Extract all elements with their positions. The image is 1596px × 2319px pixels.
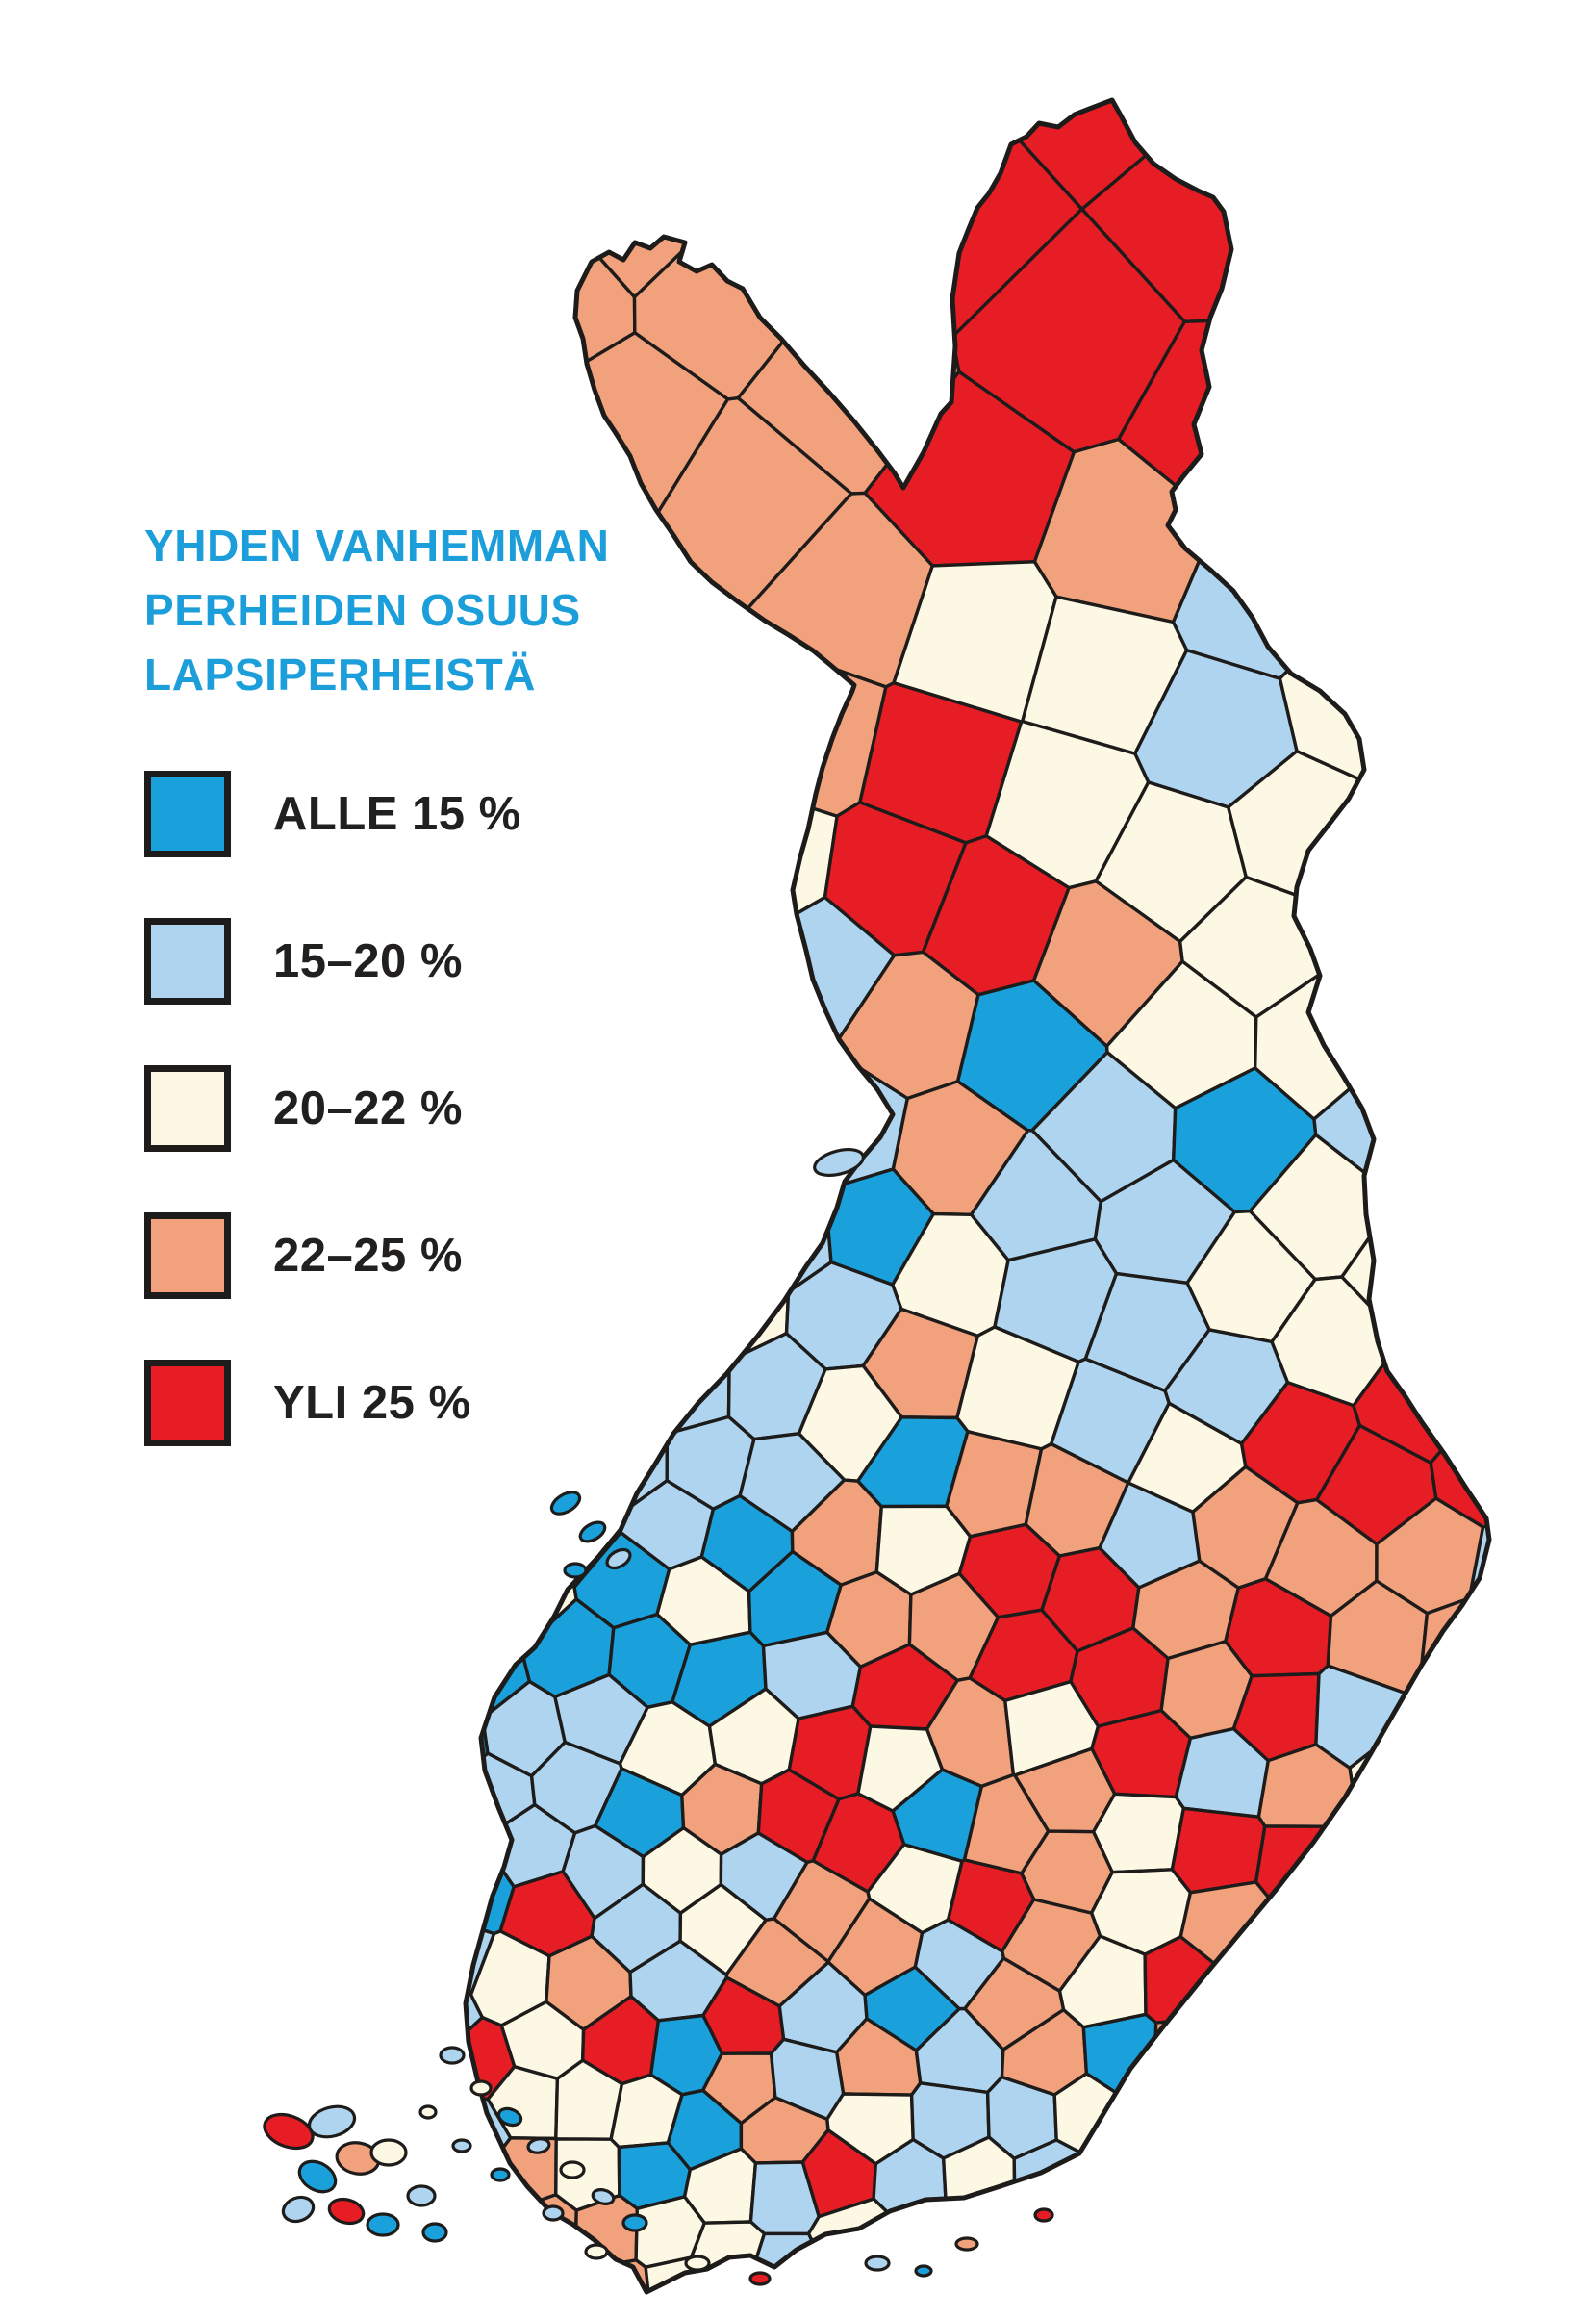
legend-swatch-red (144, 1360, 231, 1446)
municipality-cell (1117, 307, 1489, 522)
island-cell (366, 2212, 400, 2237)
island-cell (496, 2106, 523, 2128)
municipality-cell (903, 2196, 1058, 2292)
island-cell (418, 2104, 438, 2120)
island-cell (578, 1520, 607, 1543)
map-title-line: PERHEIDEN OSUUS (144, 585, 581, 635)
map-title-line: YHDEN VANHEMMAN (144, 521, 610, 571)
municipality-cell (466, 100, 637, 535)
municipality-cell (1254, 1824, 1430, 1989)
legend-item: YLI 25 % (144, 1360, 521, 1446)
legend-label: ALLE 15 % (273, 788, 521, 840)
legend-label: 15–20 % (273, 935, 463, 987)
municipality-cell (806, 2197, 913, 2292)
island-cell (369, 2138, 408, 2167)
legend-swatch-cream (144, 1065, 231, 1152)
island-cell (591, 2188, 616, 2205)
municipality-cell (579, 1154, 791, 1363)
map-title-line: LAPSIPERHEISTÄ (144, 650, 537, 700)
island-cell (297, 2159, 338, 2194)
island-cell (451, 2138, 472, 2153)
island-cell (914, 2264, 933, 2278)
island-cell (281, 2195, 316, 2224)
municipality-cell (1171, 466, 1476, 680)
municipality-cell (1429, 1319, 1489, 1529)
island-cell (813, 1147, 865, 1178)
municipality-cell (466, 1656, 490, 1840)
island-cell (406, 2184, 437, 2207)
island-cell (490, 2167, 511, 2182)
municipality-cell (1312, 935, 1489, 1200)
municipality-cell (1340, 1174, 1489, 1341)
island-cell (864, 2255, 891, 2272)
legend-item: ALLE 15 % (144, 771, 521, 857)
island-cell (954, 2236, 979, 2252)
legend-label: 20–22 % (273, 1083, 463, 1134)
legend-label: 22–25 % (273, 1230, 463, 1282)
legend-label: YLI 25 % (273, 1377, 471, 1429)
legend-item: 22–25 % (144, 1212, 521, 1299)
map-title: YHDEN VANHEMMAN PERHEIDEN OSUUS LAPSIPER… (144, 514, 610, 707)
legend: ALLE 15 % 15–20 % 20–22 % 22–25 % YLI 25… (144, 771, 521, 1507)
municipality-cell (1152, 2011, 1290, 2159)
municipality-cell (516, 2258, 662, 2292)
island-cell (559, 2160, 586, 2179)
legend-swatch-blue (144, 771, 231, 857)
island-cell (263, 2112, 315, 2151)
island-cell (469, 2079, 493, 2097)
municipality-cell (466, 1822, 516, 1936)
municipality-cell (1012, 2138, 1156, 2281)
island-cell (439, 2046, 466, 2065)
island-cell (542, 2204, 565, 2222)
municipality-cell (629, 1080, 833, 1294)
legend-swatch-lightblue (144, 918, 231, 1005)
island-cell (621, 2213, 648, 2232)
municipality-cell (466, 1965, 484, 2116)
municipality-cell (1170, 1806, 1267, 1895)
island-cell (563, 1562, 588, 1579)
legend-swatch-salmon (144, 1212, 231, 1299)
island-cell (684, 2255, 711, 2272)
municipality-cell (1052, 2072, 1188, 2210)
island-cell (605, 1547, 632, 1570)
island-cell (549, 1491, 582, 1516)
legend-item: 20–22 % (144, 1065, 521, 1152)
island-cell (1033, 2207, 1054, 2223)
island-cell (584, 2243, 609, 2260)
island-cell (748, 2271, 772, 2286)
island-layer (263, 1147, 1054, 2286)
island-cell (307, 2104, 357, 2139)
island-cell (526, 2137, 551, 2154)
island-cell (421, 2222, 448, 2243)
municipality-cell (486, 100, 798, 299)
legend-item: 15–20 % (144, 918, 521, 1005)
coastline (463, 97, 1492, 2295)
municipality-cell (466, 1550, 532, 1720)
municipality-cell (502, 1338, 670, 1517)
island-cell (327, 2197, 366, 2226)
